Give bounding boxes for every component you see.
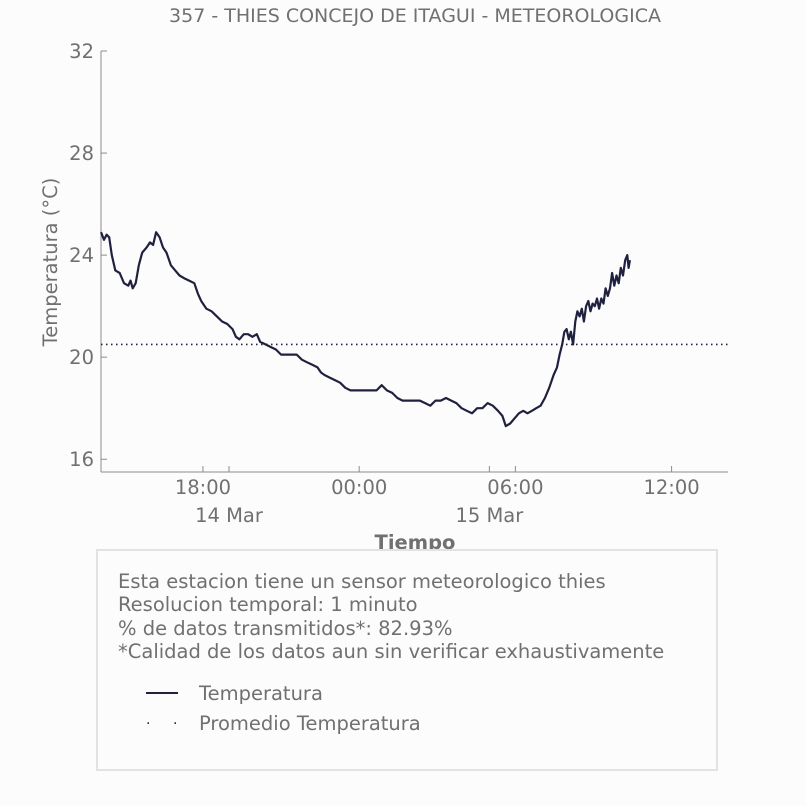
series-layer [99, 231, 728, 428]
x-axis-ticks: 18:00 00:00 06:00 12:00 [175, 466, 700, 499]
legend-item-temperatura: Temperatura [146, 682, 546, 706]
legend-item-promedio: · · Promedio Temperatura [146, 712, 546, 736]
info-line-quality: *Calidad de los datos aun sin verificar … [118, 640, 665, 663]
x-date-label: 14 Mar [195, 504, 264, 527]
x-axis-label: Tiempo [375, 531, 456, 554]
info-line-sensor: Esta estacion tiene un sensor meteorolog… [118, 570, 606, 593]
info-line-resolution: Resolucion temporal: 1 minuto [118, 593, 418, 616]
y-axis-label: Temperatura (°C) [39, 178, 62, 348]
legend-solid-line-marker [146, 692, 178, 694]
temperature-series-line [99, 231, 631, 428]
y-tick-label: 24 [69, 244, 94, 267]
x-tick-label: 06:00 [487, 476, 543, 499]
legend-label: Promedio Temperatura [199, 712, 421, 735]
y-tick-label: 16 [69, 448, 94, 471]
y-tick-label: 20 [69, 346, 94, 369]
info-box: Esta estacion tiene un sensor meteorolog… [96, 549, 718, 771]
x-date-label: 15 Mar [455, 504, 524, 527]
y-tick-label: 28 [69, 142, 94, 165]
x-tick-label: 00:00 [331, 476, 387, 499]
x-tick-label: 12:00 [643, 476, 699, 499]
info-line-transmitted: % de datos transmitidos*: 82.93% [118, 617, 453, 640]
x-tick-label: 18:00 [175, 476, 231, 499]
x-axis-date-labels: 14 Mar 15 Mar [195, 466, 524, 527]
y-axis-ticks: 16 20 24 28 32 [69, 40, 107, 471]
legend-label: Temperatura [199, 682, 323, 705]
y-tick-label: 32 [69, 40, 94, 63]
legend-dotted-line-marker: · · [146, 716, 178, 732]
chart-title: 357 - THIES CONCEJO DE ITAGUI - METEOROL… [169, 5, 661, 27]
